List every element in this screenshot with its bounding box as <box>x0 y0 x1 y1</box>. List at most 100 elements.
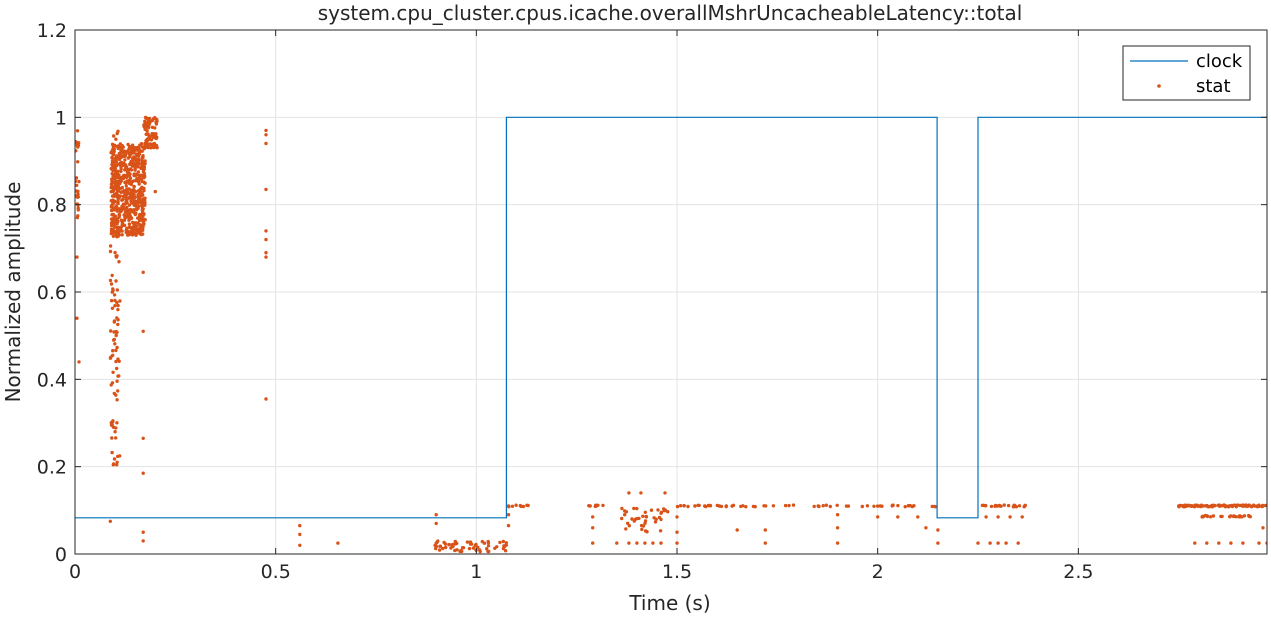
stat-point <box>111 146 115 151</box>
stat-point <box>142 176 146 180</box>
stat-point <box>124 173 128 178</box>
stat-point <box>125 210 129 215</box>
stat-point <box>666 510 670 514</box>
stat-point <box>114 204 118 208</box>
stat-point <box>506 504 511 508</box>
stat-point <box>130 209 135 213</box>
stat-point <box>1237 515 1241 519</box>
stat-point <box>110 161 115 165</box>
stat-point <box>865 504 870 508</box>
stat-point <box>110 189 115 193</box>
stat-point <box>115 379 119 383</box>
stat-point <box>110 228 115 232</box>
stat-point <box>1246 504 1250 508</box>
stat-point <box>506 513 511 517</box>
stat-point <box>1247 513 1251 518</box>
stat-point <box>116 318 120 322</box>
stat-point <box>143 203 147 207</box>
stat-point <box>113 430 117 434</box>
stat-point <box>132 174 137 178</box>
stat-point <box>264 251 268 255</box>
stat-point <box>122 189 126 193</box>
stat-point <box>438 544 442 549</box>
stat-point <box>996 541 1000 545</box>
stat-point <box>112 222 116 226</box>
stat-point <box>264 128 268 133</box>
stat-point <box>693 504 697 508</box>
stat-point <box>121 197 125 202</box>
stat-point <box>137 227 141 231</box>
stat-point <box>936 528 940 532</box>
legend-clock-label: clock <box>1196 51 1243 72</box>
stat-point <box>143 127 147 131</box>
x-tick-label: 2.5 <box>1063 561 1093 583</box>
stat-point <box>476 545 480 549</box>
stat-point <box>136 160 140 164</box>
stat-point <box>119 190 123 194</box>
stat-point <box>109 299 114 303</box>
stat-point <box>434 546 438 551</box>
stat-point <box>136 165 140 169</box>
stat-point <box>678 504 683 508</box>
x-tick-label: 2 <box>872 561 884 583</box>
stat-point <box>76 160 80 164</box>
stat-point <box>739 504 743 509</box>
stat-point <box>659 541 663 545</box>
stat-point <box>762 504 766 508</box>
stat-point <box>449 546 453 550</box>
stat-point <box>109 329 113 333</box>
y-tick-label: 1 <box>55 107 67 129</box>
stat-point <box>128 192 133 196</box>
stat-point <box>988 541 992 545</box>
stat-point <box>125 201 129 205</box>
stat-point <box>434 521 438 526</box>
stat-point <box>115 366 119 371</box>
stat-point <box>503 549 508 553</box>
stat-point <box>118 207 122 211</box>
stat-point <box>134 158 138 163</box>
stat-point <box>110 166 115 170</box>
stat-point <box>108 244 113 248</box>
stat-point <box>640 527 644 532</box>
stat-point <box>111 349 115 353</box>
stat-point <box>1261 526 1265 530</box>
stat-point <box>115 176 120 180</box>
stat-point <box>75 255 79 259</box>
stat-point <box>447 542 451 547</box>
stat-point <box>933 505 937 509</box>
legend-box <box>1122 45 1251 101</box>
stat-point <box>116 307 120 312</box>
stat-point <box>136 216 140 220</box>
stat-point <box>591 515 595 519</box>
stat-point <box>124 184 128 188</box>
stat-point <box>1217 541 1221 545</box>
stat-point <box>989 504 994 509</box>
clock-line <box>75 116 1267 519</box>
stat-point <box>117 157 122 162</box>
stat-point <box>128 155 132 159</box>
stat-point <box>112 143 117 147</box>
stat-point <box>620 506 624 511</box>
stat-point <box>1208 515 1213 519</box>
stat-point <box>876 515 880 519</box>
stat-point <box>791 503 796 507</box>
stat-point <box>643 510 647 514</box>
stat-point <box>835 526 840 530</box>
stat-point <box>77 179 81 184</box>
stat-point <box>115 131 119 136</box>
stat-point <box>113 177 117 181</box>
stat-point <box>846 504 851 508</box>
stat-point <box>132 184 136 189</box>
stat-point <box>298 523 302 528</box>
stat-point <box>1008 515 1012 519</box>
stat-point <box>76 192 80 196</box>
stat-point <box>627 491 631 495</box>
stat-point <box>140 185 144 189</box>
stat-point <box>113 298 117 303</box>
stat-point <box>1002 503 1006 507</box>
stat-point <box>1211 514 1216 518</box>
stat-point <box>835 513 840 517</box>
stat-point <box>137 218 142 223</box>
stat-point <box>122 223 127 228</box>
stat-point <box>1193 503 1197 507</box>
